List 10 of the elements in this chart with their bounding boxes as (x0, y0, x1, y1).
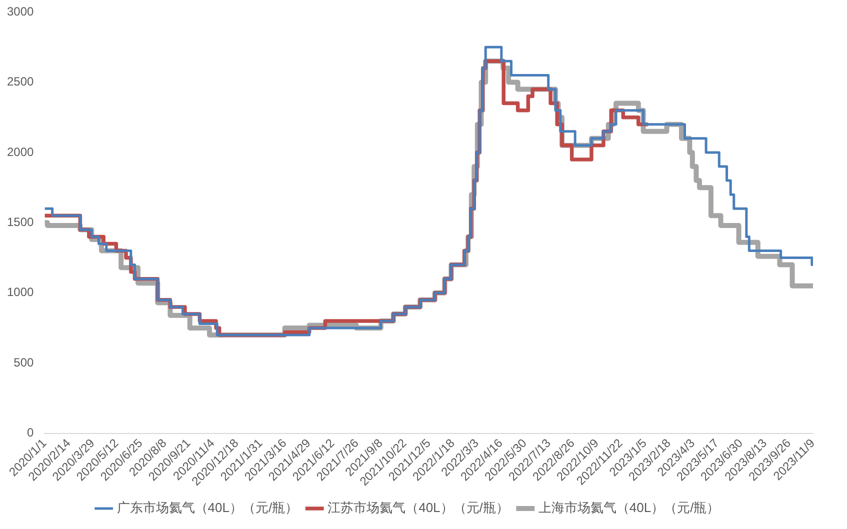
y-tick-label: 500 (14, 355, 34, 370)
y-tick-label: 0 (27, 426, 34, 440)
y-tick-label: 1500 (6, 214, 34, 229)
y-tick-label: 2000 (6, 144, 34, 159)
legend-label: 江苏市场氦气（40L）（元/瓶） (328, 500, 509, 516)
y-tick-label: 3000 (6, 4, 34, 18)
legend-label: 广东市场氦气（40L）（元/瓶） (116, 500, 298, 516)
y-tick-label: 2500 (6, 74, 34, 89)
legend-label: 上海市场氦气（40L）（元/瓶） (538, 500, 720, 516)
y-tick-label: 1000 (6, 285, 34, 300)
